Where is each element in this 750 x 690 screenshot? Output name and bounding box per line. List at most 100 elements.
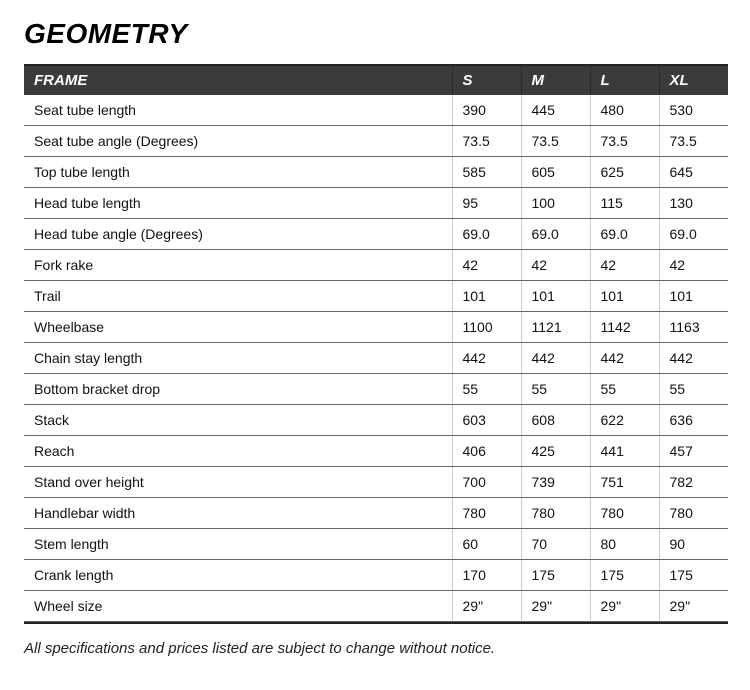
cell-value: 608: [521, 405, 590, 436]
cell-value: 780: [659, 498, 728, 529]
row-label: Head tube angle (Degrees): [24, 219, 452, 250]
table-row: Wheel size29"29"29"29": [24, 591, 728, 622]
header-size-m: M: [521, 66, 590, 95]
cell-value: 622: [590, 405, 659, 436]
table-row: Seat tube length390445480530: [24, 95, 728, 126]
table-row: Stem length60708090: [24, 529, 728, 560]
table-row: Bottom bracket drop55555555: [24, 374, 728, 405]
cell-value: 390: [452, 95, 521, 126]
cell-value: 69.0: [521, 219, 590, 250]
cell-value: 42: [521, 250, 590, 281]
header-size-s: S: [452, 66, 521, 95]
cell-value: 29": [521, 591, 590, 622]
cell-value: 780: [590, 498, 659, 529]
cell-value: 101: [452, 281, 521, 312]
cell-value: 751: [590, 467, 659, 498]
cell-value: 69.0: [659, 219, 728, 250]
cell-value: 780: [452, 498, 521, 529]
cell-value: 175: [521, 560, 590, 591]
row-label: Wheelbase: [24, 312, 452, 343]
row-label: Crank length: [24, 560, 452, 591]
cell-value: 442: [590, 343, 659, 374]
table-row: Trail101101101101: [24, 281, 728, 312]
table-header: FRAME S M L XL: [24, 66, 728, 95]
row-label: Head tube length: [24, 188, 452, 219]
cell-value: 175: [659, 560, 728, 591]
cell-value: 73.5: [659, 126, 728, 157]
cell-value: 406: [452, 436, 521, 467]
cell-value: 441: [590, 436, 659, 467]
cell-value: 700: [452, 467, 521, 498]
cell-value: 73.5: [452, 126, 521, 157]
header-size-l: L: [590, 66, 659, 95]
cell-value: 70: [521, 529, 590, 560]
cell-value: 42: [452, 250, 521, 281]
row-label: Handlebar width: [24, 498, 452, 529]
cell-value: 530: [659, 95, 728, 126]
row-label: Stem length: [24, 529, 452, 560]
table-row: Wheelbase1100112111421163: [24, 312, 728, 343]
cell-value: 175: [590, 560, 659, 591]
cell-value: 442: [452, 343, 521, 374]
row-label: Stand over height: [24, 467, 452, 498]
section-title: GEOMETRY: [24, 18, 726, 50]
cell-value: 60: [452, 529, 521, 560]
table-row: Head tube length95100115130: [24, 188, 728, 219]
cell-value: 73.5: [521, 126, 590, 157]
row-label: Wheel size: [24, 591, 452, 622]
table-row: Handlebar width780780780780: [24, 498, 728, 529]
geometry-table: FRAME S M L XL Seat tube length390445480…: [24, 66, 728, 622]
cell-value: 101: [659, 281, 728, 312]
cell-value: 29": [590, 591, 659, 622]
table-row: Reach406425441457: [24, 436, 728, 467]
cell-value: 739: [521, 467, 590, 498]
cell-value: 1100: [452, 312, 521, 343]
cell-value: 73.5: [590, 126, 659, 157]
row-label: Chain stay length: [24, 343, 452, 374]
table-row: Fork rake42424242: [24, 250, 728, 281]
header-frame: FRAME: [24, 66, 452, 95]
row-label: Trail: [24, 281, 452, 312]
cell-value: 69.0: [590, 219, 659, 250]
cell-value: 29": [659, 591, 728, 622]
cell-value: 55: [590, 374, 659, 405]
table-row: Top tube length585605625645: [24, 157, 728, 188]
cell-value: 605: [521, 157, 590, 188]
geometry-table-wrap: FRAME S M L XL Seat tube length390445480…: [24, 64, 728, 624]
cell-value: 1163: [659, 312, 728, 343]
cell-value: 442: [659, 343, 728, 374]
row-label: Seat tube angle (Degrees): [24, 126, 452, 157]
cell-value: 42: [659, 250, 728, 281]
cell-value: 100: [521, 188, 590, 219]
table-row: Chain stay length442442442442: [24, 343, 728, 374]
cell-value: 782: [659, 467, 728, 498]
cell-value: 42: [590, 250, 659, 281]
cell-value: 457: [659, 436, 728, 467]
cell-value: 1142: [590, 312, 659, 343]
table-row: Head tube angle (Degrees)69.069.069.069.…: [24, 219, 728, 250]
cell-value: 55: [452, 374, 521, 405]
cell-value: 603: [452, 405, 521, 436]
cell-value: 55: [659, 374, 728, 405]
cell-value: 585: [452, 157, 521, 188]
row-label: Top tube length: [24, 157, 452, 188]
table-row: Stack603608622636: [24, 405, 728, 436]
cell-value: 115: [590, 188, 659, 219]
cell-value: 69.0: [452, 219, 521, 250]
cell-value: 55: [521, 374, 590, 405]
row-label: Seat tube length: [24, 95, 452, 126]
table-row: Crank length170175175175: [24, 560, 728, 591]
row-label: Fork rake: [24, 250, 452, 281]
header-size-xl: XL: [659, 66, 728, 95]
cell-value: 636: [659, 405, 728, 436]
row-label: Stack: [24, 405, 452, 436]
cell-value: 90: [659, 529, 728, 560]
cell-value: 780: [521, 498, 590, 529]
cell-value: 101: [521, 281, 590, 312]
cell-value: 445: [521, 95, 590, 126]
cell-value: 425: [521, 436, 590, 467]
cell-value: 95: [452, 188, 521, 219]
row-label: Reach: [24, 436, 452, 467]
footnote: All specifications and prices listed are…: [24, 640, 726, 657]
cell-value: 130: [659, 188, 728, 219]
